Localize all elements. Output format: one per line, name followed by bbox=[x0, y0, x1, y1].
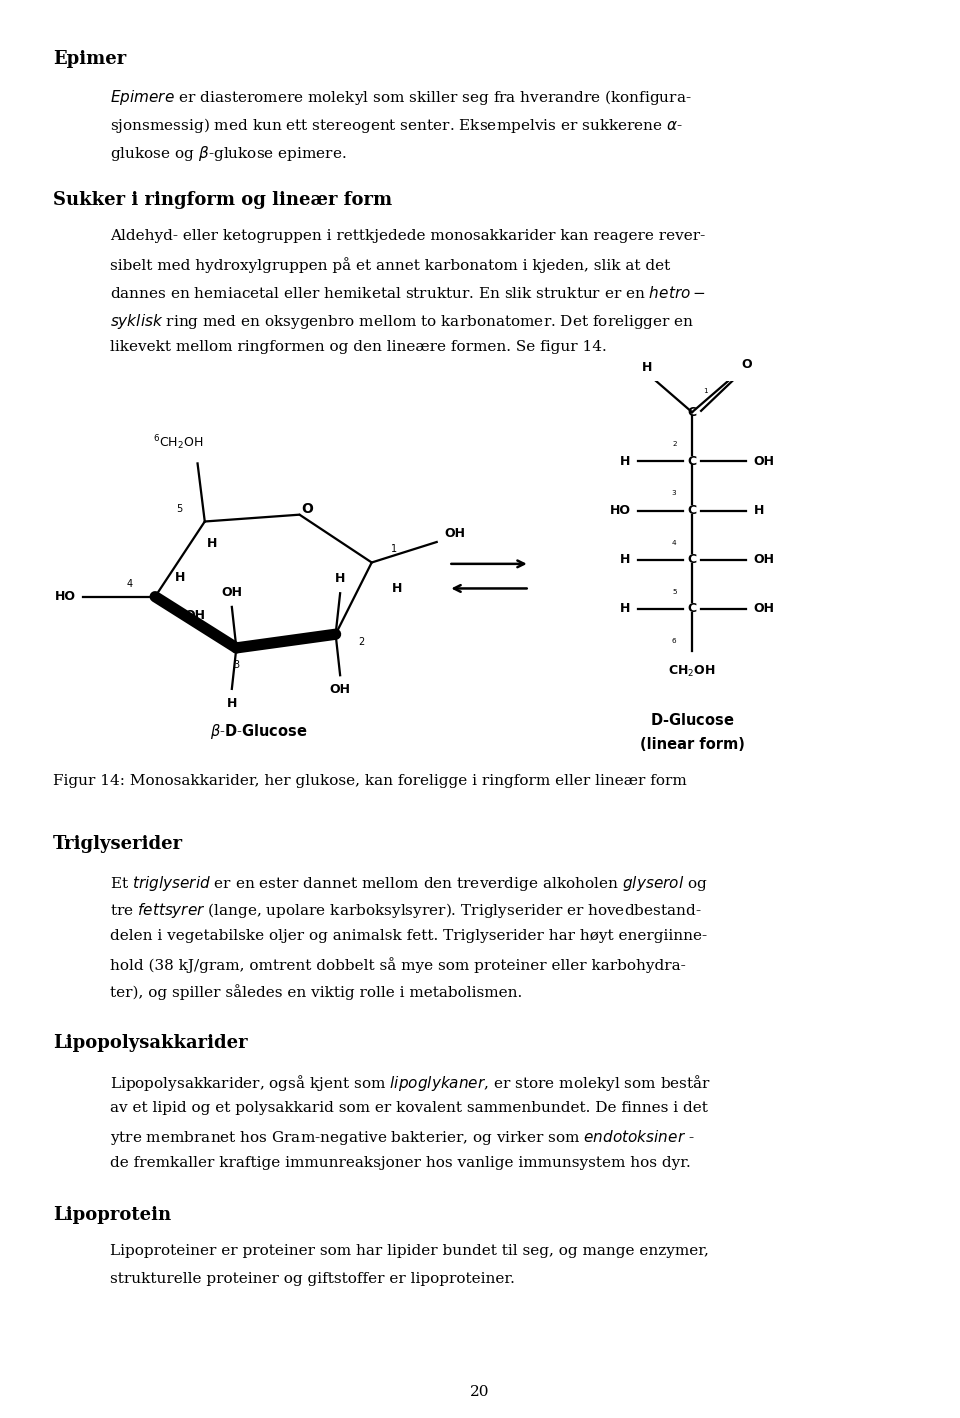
Text: $\mathbf{D}$-$\mathbf{Glucose}$: $\mathbf{D}$-$\mathbf{Glucose}$ bbox=[650, 712, 734, 727]
Text: Sukker i ringform og lineær form: Sukker i ringform og lineær form bbox=[53, 190, 392, 208]
Text: H: H bbox=[641, 362, 652, 374]
Text: strukturelle proteiner og giftstoffer er lipoproteiner.: strukturelle proteiner og giftstoffer er… bbox=[110, 1272, 516, 1286]
Text: ter), og spiller således en viktig rolle i metabolismen.: ter), og spiller således en viktig rolle… bbox=[110, 984, 522, 1000]
Text: H: H bbox=[227, 698, 237, 710]
Text: H: H bbox=[620, 455, 631, 468]
Text: delen i vegetabilske oljer og animalsk fett. Triglyserider har høyt energiinne-: delen i vegetabilske oljer og animalsk f… bbox=[110, 929, 708, 943]
Text: tre $\it{fettsyrer}$ (lange, upolare karboksylsyrer). Triglyserider er hovedbest: tre $\it{fettsyrer}$ (lange, upolare kar… bbox=[110, 902, 702, 920]
Text: 5: 5 bbox=[177, 505, 182, 515]
Text: $^1$: $^1$ bbox=[703, 389, 709, 398]
Text: H: H bbox=[176, 571, 185, 584]
Text: H: H bbox=[620, 603, 631, 615]
Text: Lipoprotein: Lipoprotein bbox=[53, 1205, 171, 1224]
Text: Et $\it{triglyserid}$ er en ester dannet mellom den treverdige alkoholen $\it{gl: Et $\it{triglyserid}$ er en ester dannet… bbox=[110, 873, 708, 893]
Text: Lipopolysakkarider, også kjent som $\it{lipoglykaner}$, er store molekyl som bes: Lipopolysakkarider, også kjent som $\it{… bbox=[110, 1073, 711, 1093]
Text: sjonsmessig) med kun ett stereogent senter. Eksempelvis er sukkerene $\alpha$-: sjonsmessig) med kun ett stereogent sent… bbox=[110, 116, 684, 135]
Text: 4: 4 bbox=[127, 580, 132, 590]
Text: H: H bbox=[206, 536, 217, 550]
Text: C: C bbox=[687, 553, 697, 566]
Text: $^5$: $^5$ bbox=[672, 588, 678, 598]
Text: hold (38 kJ/gram, omtrent dobbelt så mye som proteiner eller karbohydra-: hold (38 kJ/gram, omtrent dobbelt så mye… bbox=[110, 957, 686, 973]
Text: de fremkaller kraftige immunreaksjoner hos vanlige immunsystem hos dyr.: de fremkaller kraftige immunreaksjoner h… bbox=[110, 1156, 691, 1170]
Text: $^6$CH$_2$OH: $^6$CH$_2$OH bbox=[153, 432, 203, 452]
Text: OH: OH bbox=[444, 527, 465, 540]
Text: $^3$: $^3$ bbox=[671, 491, 678, 501]
Text: H: H bbox=[754, 503, 764, 518]
Text: ytre membranet hos Gram-negative bakterier, og virker som $\it{endotoksiner}$ -: ytre membranet hos Gram-negative bakteri… bbox=[110, 1129, 695, 1147]
Text: C: C bbox=[687, 455, 697, 468]
Text: Aldehyd- eller ketogruppen i rettkjedede monosakkarider kan reagere rever-: Aldehyd- eller ketogruppen i rettkjedede… bbox=[110, 230, 706, 244]
Text: $^2$: $^2$ bbox=[672, 441, 678, 451]
Text: OH: OH bbox=[754, 603, 775, 615]
Text: HO: HO bbox=[55, 590, 76, 603]
Text: OH: OH bbox=[184, 610, 205, 623]
Text: Lipoproteiner er proteiner som har lipider bundet til seg, og mange enzymer,: Lipoproteiner er proteiner som har lipid… bbox=[110, 1244, 709, 1258]
Text: O: O bbox=[742, 359, 753, 372]
Text: H: H bbox=[620, 553, 631, 566]
Text: Lipopolysakkarider: Lipopolysakkarider bbox=[53, 1034, 248, 1052]
Text: C: C bbox=[687, 406, 697, 418]
Text: C: C bbox=[687, 503, 697, 518]
Text: sibelt med hydroxylgruppen på et annet karbonatom i kjeden, slik at det: sibelt med hydroxylgruppen på et annet k… bbox=[110, 257, 671, 272]
Text: dannes en hemiacetal eller hemiketal struktur. En slik struktur er en $\it{hetro: dannes en hemiacetal eller hemiketal str… bbox=[110, 285, 707, 301]
Text: 3: 3 bbox=[233, 659, 239, 669]
Text: $\it{syklisk}$ ring med en oksygenbro mellom to karbonatomer. Det foreligger en: $\it{syklisk}$ ring med en oksygenbro me… bbox=[110, 312, 695, 332]
Text: $\mathit{\beta}$-$\mathbf{D}$-$\mathbf{Glucose}$: $\mathit{\beta}$-$\mathbf{D}$-$\mathbf{G… bbox=[210, 722, 307, 740]
Text: HO: HO bbox=[610, 503, 631, 518]
Text: Triglyserider: Triglyserider bbox=[53, 835, 183, 854]
Text: glukose og $\beta$-glukose epimere.: glukose og $\beta$-glukose epimere. bbox=[110, 143, 348, 163]
Text: likevekt mellom ringformen og den lineære formen. Se figur 14.: likevekt mellom ringformen og den lineær… bbox=[110, 340, 607, 354]
Text: OH: OH bbox=[754, 455, 775, 468]
Text: OH: OH bbox=[222, 586, 242, 598]
Text: Figur 14: Monosakkarider, her glukose, kan foreligge i ringform eller lineær for: Figur 14: Monosakkarider, her glukose, k… bbox=[53, 774, 686, 788]
Text: $\it{Epimere}$ er diasteromere molekyl som skiller seg fra hverandre (konfigura-: $\it{Epimere}$ er diasteromere molekyl s… bbox=[110, 88, 692, 108]
Text: 20: 20 bbox=[470, 1385, 490, 1400]
Text: H: H bbox=[335, 571, 346, 586]
Text: $^4$: $^4$ bbox=[671, 540, 678, 550]
Text: av et lipid og et polysakkarid som er kovalent sammenbundet. De finnes i det: av et lipid og et polysakkarid som er ko… bbox=[110, 1100, 708, 1115]
Text: OH: OH bbox=[329, 683, 350, 696]
Text: OH: OH bbox=[754, 553, 775, 566]
Text: O: O bbox=[300, 502, 313, 516]
Text: CH$_2$OH: CH$_2$OH bbox=[668, 664, 716, 679]
Text: H: H bbox=[392, 581, 402, 594]
Text: (linear form): (linear form) bbox=[639, 737, 745, 753]
Text: 1: 1 bbox=[392, 545, 397, 554]
Text: C: C bbox=[687, 603, 697, 615]
Text: $^6$: $^6$ bbox=[671, 638, 678, 648]
Text: 2: 2 bbox=[358, 638, 364, 648]
Text: Epimer: Epimer bbox=[53, 50, 126, 68]
